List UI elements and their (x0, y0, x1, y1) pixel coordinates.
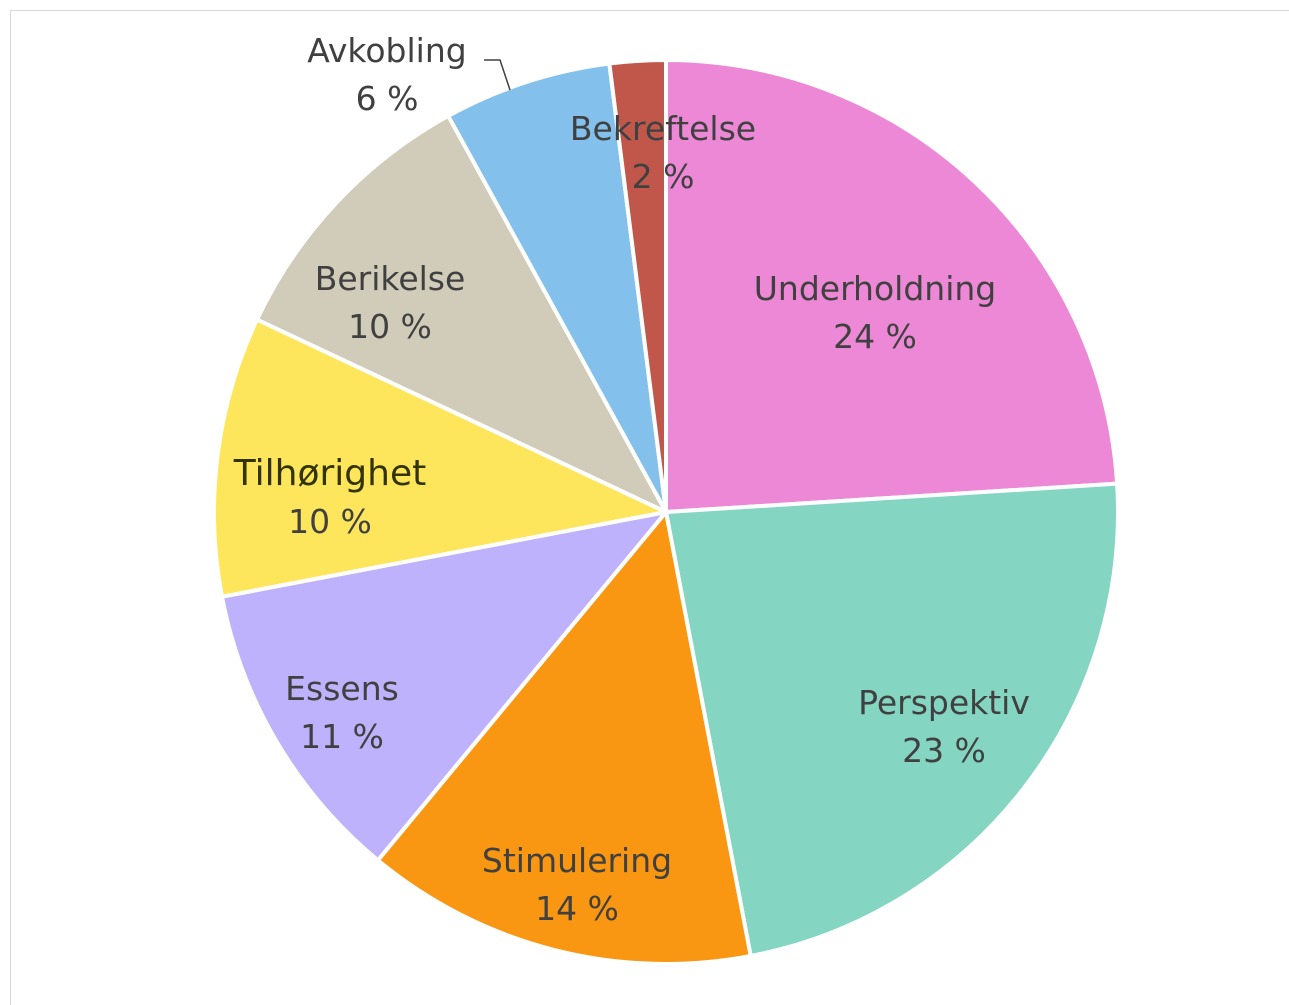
slice-label-underholdning: Underholdning (754, 269, 996, 308)
pie-slice-avkobling (446, 61, 668, 514)
slice-label-berikelse: Berikelse (315, 259, 466, 298)
slice-label-avkobling: Avkobling (307, 31, 466, 70)
leader-lines (484, 59, 511, 91)
slice-label-stimulering: Stimulering (482, 841, 672, 880)
slice-value-essens: 11 % (300, 717, 384, 756)
slice-value-avkobling: 6 % (356, 79, 419, 118)
slice-value-tilhorighet: 10 % (288, 502, 372, 541)
pie-slice-perspektiv (664, 481, 1120, 958)
pie-slices (212, 57, 1120, 966)
slice-value-underholdning: 24 % (833, 317, 917, 356)
leader-line-avkobling (484, 59, 511, 91)
slice-label-bekreftelse: Bekreftelse (570, 109, 756, 148)
slice-label-tilhorighet: Tilhørighet (233, 453, 426, 494)
pie-labels: Underholdning 24 % Perspektiv 23 % Stimuleri… (233, 31, 1030, 928)
pie-slice-berikelse (255, 113, 668, 514)
pie-slice-essens (220, 510, 668, 863)
pie-slice-bekreftelse (607, 57, 668, 514)
pie-slice-underholdning (664, 58, 1120, 514)
pie-slice-tilhorighet (212, 317, 668, 599)
slice-value-berikelse: 10 % (348, 307, 432, 346)
slice-label-perspektiv: Perspektiv (858, 683, 1030, 722)
slice-value-perspektiv: 23 % (902, 731, 986, 770)
slice-value-bekreftelse: 2 % (632, 157, 695, 196)
slice-label-essens: Essens (285, 669, 399, 708)
pie-slice-stimulering (375, 510, 753, 966)
slice-value-stimulering: 14 % (535, 889, 619, 928)
